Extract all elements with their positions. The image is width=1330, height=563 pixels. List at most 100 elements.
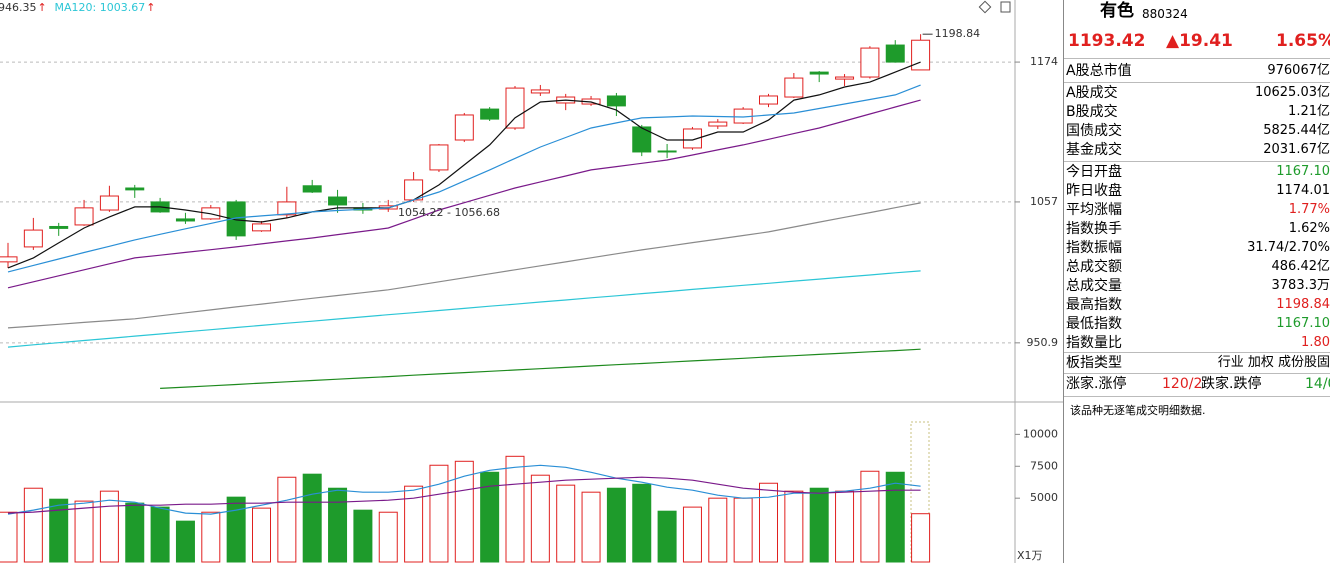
ma-line [7,84,921,273]
candle-body [252,223,271,232]
field-value: 10625.03亿 [1254,85,1330,100]
breadth-label: 跌家.跌停 [1201,376,1262,392]
price-change: ▲19.41 [1166,31,1233,51]
stock-code: 880324 [1142,7,1188,21]
field-label: 最低指数 [1066,316,1122,332]
candle-body [429,144,449,171]
volume-bar [682,506,702,563]
ma-value-label: 946.35 [0,1,37,14]
candle-body [226,201,246,237]
field-value: 1174.01 [1276,183,1330,198]
field-value: 2031.67亿 [1263,142,1330,157]
volume-bar [480,471,500,563]
volume-bar [175,520,195,563]
volume-bar [885,471,905,563]
candle-body [23,229,43,248]
candle-body [99,195,119,211]
ma-trend-arrow: ↑ [146,1,155,14]
row-divider [1064,373,1330,374]
candle-body [175,218,195,222]
volume-bar [860,470,880,563]
field-value: 3783.3万 [1271,278,1330,293]
candle-body [860,47,880,78]
volume-bar [657,510,677,563]
candle-body [125,187,145,191]
volume-bar [201,511,221,563]
stock-name: 有色 [1100,1,1134,21]
field-value: 31.74/2.70% [1247,240,1330,255]
y-tick-label: 1057 [1030,195,1058,208]
field-label: 板指类型 [1066,355,1122,371]
volume-bar [302,473,322,563]
candle-body [277,201,297,216]
y-tick-label: 7500 [1030,459,1058,472]
window-icon[interactable] [1000,1,1011,13]
candle-body [74,207,94,226]
ma-value-label: MA120: 1003.67 [55,1,146,14]
volume-bar [23,487,43,563]
field-label: 指数换手 [1066,221,1122,237]
panel-border [1063,0,1064,563]
candle-body [404,179,424,201]
field-label: 基金成交 [1066,142,1122,158]
field-value: 1.77% [1288,202,1330,217]
ma-line [7,270,921,348]
volume-bar [708,497,728,563]
candle-body [885,44,905,63]
ma-line [7,99,921,289]
row-divider [1064,82,1330,83]
candle-body [454,114,474,141]
range-annotation: 1054.22 - 1056.68 [398,206,500,219]
breadth-value: 14/0 [1305,376,1330,392]
volume-bar [530,474,550,563]
highlight-box [910,421,930,563]
field-label: 最高指数 [1066,297,1122,313]
row-divider [1064,58,1330,59]
y-tick-label: 950.9 [1027,336,1059,349]
field-label: 总成交量 [1066,278,1122,294]
field-label: 指数振幅 [1066,240,1122,256]
field-label: 昨日收盘 [1066,183,1122,199]
ma-line [7,202,921,329]
ma-line [7,464,921,515]
volume-bar [99,490,119,563]
field-value: 5825.44亿 [1263,123,1330,138]
volume-bar [632,483,652,563]
last-price: 1193.42 [1068,31,1146,51]
candle-body [0,256,18,263]
candle-body [632,126,652,153]
field-value: 1167.10 [1276,164,1330,179]
volume-bar [0,511,18,563]
ma-line [160,348,921,389]
volume-bar [125,502,145,563]
candle-body [302,185,322,193]
field-label: 指数量比 [1066,335,1122,351]
candle-body [49,225,69,229]
volume-bar [809,487,829,563]
y-tick-label: 5000 [1030,491,1058,504]
field-value: 976067亿 [1267,63,1330,78]
field-label: 今日开盘 [1066,164,1122,180]
field-value: 1.21亿 [1288,104,1330,119]
volume-bar [759,482,778,563]
volume-bar [454,460,474,563]
volume-bar [49,498,69,563]
volume-bar [150,506,170,563]
candle-body [606,95,626,107]
candle-body [530,89,550,94]
volume-bar [404,485,424,563]
row-divider [1064,352,1330,353]
diamond-icon[interactable] [978,0,992,14]
volume-bar [606,487,626,563]
candle-body [657,150,677,153]
volume-bar [911,513,931,563]
field-label: 平均涨幅 [1066,202,1122,218]
ma-line [7,61,921,269]
volume-bar [277,476,297,563]
candle-body [708,121,728,127]
candle-body [682,128,702,149]
candle-body [480,108,500,120]
